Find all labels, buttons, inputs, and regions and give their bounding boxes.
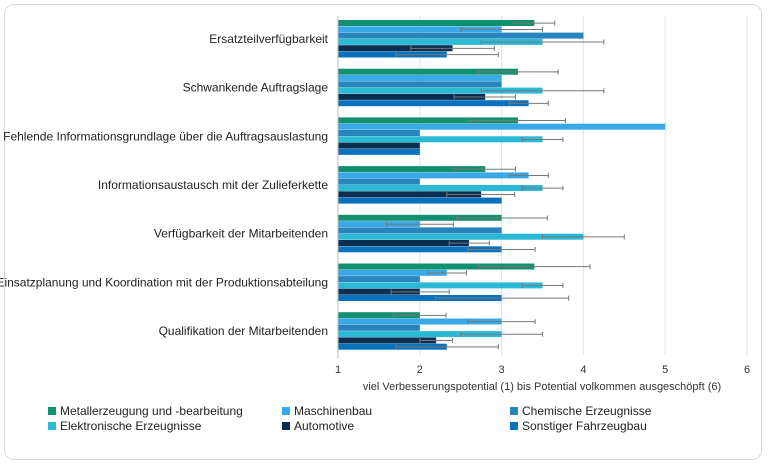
bar (338, 87, 543, 94)
bar (338, 233, 584, 240)
legend-swatch (282, 407, 290, 415)
bar (338, 343, 447, 350)
bar (338, 130, 420, 136)
x-axis-label: viel Verbesserungspotential (1) bis Pote… (363, 381, 721, 393)
legend-label: Chemische Erzeugnisse (522, 404, 652, 418)
legend-swatch (510, 422, 518, 430)
bar (338, 142, 420, 149)
x-tick-label: 6 (744, 364, 750, 376)
x-tick-label: 2 (417, 364, 423, 376)
bar (338, 221, 420, 228)
x-tick-label: 4 (580, 364, 586, 376)
bar (338, 282, 543, 289)
chart-frame (4, 4, 762, 460)
legend-item: Chemische Erzeugnisse (510, 404, 651, 418)
bar (338, 246, 502, 253)
legend-label: Metallerzeugung und -bearbeitung (60, 404, 243, 418)
legend-label: Sonstiger Fahrzeugbau (522, 419, 647, 433)
bar (338, 269, 447, 276)
bar (338, 318, 502, 325)
bar (338, 20, 535, 26)
bar (338, 93, 486, 100)
bar (338, 100, 529, 107)
bar (338, 263, 535, 270)
bar (338, 136, 543, 143)
bar (338, 185, 543, 191)
legend-label: Automotive (294, 419, 355, 433)
bar (338, 68, 518, 75)
bar (338, 26, 502, 33)
bar (338, 214, 502, 221)
bar (338, 295, 502, 301)
legend-item: Sonstiger Fahrzeugbau (510, 419, 647, 433)
legend-item: Metallerzeugung und -bearbeitung (48, 404, 243, 418)
x-tick-label: 3 (499, 364, 505, 376)
bar (338, 288, 420, 295)
legend-swatch (48, 407, 56, 415)
bar (338, 172, 529, 179)
bar (338, 227, 502, 234)
legend-item: Automotive (282, 419, 354, 433)
legend-label: Elektronische Erzeugnisse (60, 419, 202, 433)
bar (338, 312, 420, 319)
bar (338, 45, 453, 52)
category-label: Einsatzplanung und Koordination mit der … (0, 275, 328, 289)
legend-swatch (48, 422, 56, 430)
bar (338, 276, 420, 283)
category-label: Ersatzteilverfügbarkeit (209, 32, 328, 46)
bar (338, 191, 482, 198)
category-label: Qualifikation der Mitarbeitenden (159, 324, 328, 338)
category-label: Fehlende Informationsgrundlage über die … (3, 129, 328, 143)
legend-label: Maschinenbau (294, 404, 373, 418)
legend-item: Maschinenbau (282, 404, 372, 418)
x-tick-label: 5 (662, 364, 668, 376)
category-label: Informationsaustausch mit der Zulieferke… (98, 178, 328, 192)
legend-swatch (282, 422, 290, 430)
bar (338, 324, 420, 331)
bar (338, 148, 420, 155)
x-tick-label: 1 (335, 364, 341, 376)
category-label: Schwankende Auftragslage (183, 81, 329, 95)
bar (338, 166, 486, 173)
bar (338, 178, 420, 185)
bar (338, 240, 469, 246)
bar (338, 123, 666, 130)
legend-swatch (510, 407, 518, 415)
category-label: Verfügbarkeit der Mitarbeitenden (154, 227, 328, 241)
bar (338, 75, 502, 81)
bar (338, 32, 584, 39)
bar (338, 81, 502, 88)
bar (338, 337, 437, 344)
bar (338, 331, 502, 338)
bar (338, 117, 518, 124)
bar (338, 197, 502, 204)
bar (338, 51, 447, 58)
bar (338, 38, 543, 45)
legend-item: Elektronische Erzeugnisse (48, 419, 201, 433)
